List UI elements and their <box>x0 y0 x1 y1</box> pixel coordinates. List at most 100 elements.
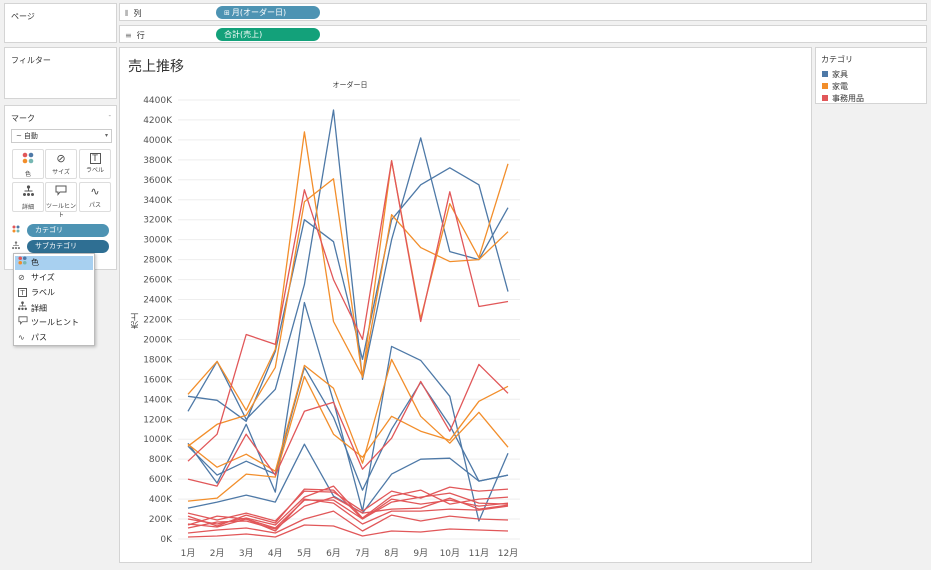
series-line[interactable] <box>187 366 509 491</box>
y-tick-label: 200K <box>149 515 173 525</box>
size-button[interactable]: ⊘ サイズ <box>45 149 77 179</box>
legend-swatch <box>822 71 828 77</box>
color-dots-icon <box>12 225 20 235</box>
detail-button[interactable]: 詳細 <box>12 182 44 212</box>
detail-icon <box>18 301 31 316</box>
color-dots-icon <box>18 256 31 270</box>
legend-swatch <box>822 83 828 89</box>
x-tick-label: 2月 <box>210 548 225 559</box>
size-icon: ⊘ <box>56 152 66 165</box>
y-tick-label: 2400K <box>143 296 173 306</box>
tooltip-button[interactable]: ツールヒント <box>45 182 77 219</box>
legend-item-furniture[interactable]: 家具 <box>822 69 848 80</box>
detail-button-label: 詳細 <box>21 204 34 211</box>
x-tick-label: 5月 <box>297 548 312 559</box>
size-button-label: サイズ <box>52 169 70 176</box>
y-tick-label: 1400K <box>143 395 173 405</box>
y-tick-label: 1200K <box>143 415 173 425</box>
marks-collapse-icon[interactable]: - <box>108 112 111 120</box>
tooltip-button-label: ツールヒント <box>46 203 77 219</box>
chevron-down-icon: ▾ <box>104 132 108 139</box>
series-line[interactable] <box>187 358 509 472</box>
label-icon: T <box>18 286 31 300</box>
series-line[interactable] <box>187 109 509 420</box>
size-icon: ⊘ <box>18 273 25 282</box>
filters-title: フィルター <box>11 56 51 65</box>
month-order-date-pill[interactable]: ⊞ 月(オーダー日) <box>216 6 320 19</box>
columns-label-text: 列 <box>133 9 142 18</box>
dropdown-item-tooltip-label: ツールヒント <box>31 318 79 327</box>
sum-sales-pill[interactable]: 合計(売上) <box>216 28 320 41</box>
detail-icon <box>12 241 20 252</box>
x-tick-label: 12月 <box>498 548 518 559</box>
y-tick-label: 3600K <box>143 176 173 186</box>
y-tick-label: 2800K <box>143 256 173 266</box>
tooltip-icon <box>18 316 31 330</box>
series-line[interactable] <box>187 160 509 462</box>
series-line[interactable] <box>187 524 509 538</box>
dropdown-item-color[interactable]: 色 <box>15 256 93 270</box>
y-tick-label: 2600K <box>143 276 173 286</box>
dropdown-item-path[interactable]: ∿ パス <box>15 331 93 345</box>
dropdown-item-detail[interactable]: 詳細 <box>15 301 93 315</box>
y-tick-label: 3800K <box>143 156 173 166</box>
legend-item-office-supplies[interactable]: 事務用品 <box>822 93 864 104</box>
dropdown-item-detail-label: 詳細 <box>31 304 47 313</box>
label-icon: T <box>89 153 101 164</box>
series-line[interactable] <box>187 375 509 502</box>
color-button-label: 色 <box>24 171 31 178</box>
y-tick-label: 4400K <box>143 96 173 106</box>
path-button[interactable]: ∿ パス <box>79 182 111 212</box>
series-line[interactable] <box>187 178 509 447</box>
legend-item-appliances[interactable]: 家電 <box>822 81 848 92</box>
series-line[interactable] <box>187 498 509 532</box>
marks-card[interactable]: マーク - ~ 自動 ▾ 色 ⊘ サイズ T ラベル 詳細 ツールヒント ∿ パス <box>4 105 117 270</box>
x-tick-label: 7月 <box>355 548 370 559</box>
color-dots-icon <box>13 152 43 168</box>
category-legend[interactable]: カテゴリ 家具 家電 事務用品 <box>815 47 927 104</box>
mark-type-dropdown[interactable]: ~ 自動 ▾ <box>11 129 112 143</box>
x-tick-label: 11月 <box>469 548 489 559</box>
legend-item-label: 家電 <box>832 82 848 91</box>
rows-shelf-label: ≡ 行 <box>125 30 145 41</box>
detail-encoding-row[interactable]: サブカテゴリ <box>12 240 112 253</box>
x-tick-label: 6月 <box>326 548 341 559</box>
y-tick-label: 3200K <box>143 216 173 226</box>
dropdown-item-tooltip[interactable]: ツールヒント <box>15 316 93 330</box>
x-tick-label: 1月 <box>181 548 196 559</box>
y-tick-label: 600K <box>149 475 173 485</box>
color-button[interactable]: 色 <box>12 149 44 179</box>
series-line[interactable] <box>187 488 509 527</box>
y-tick-label: 4200K <box>143 116 173 126</box>
y-tick-label: 2000K <box>143 335 173 345</box>
color-encoding-row[interactable]: カテゴリ <box>12 224 112 237</box>
legend-swatch <box>822 95 828 101</box>
rows-shelf[interactable]: ≡ 行 合計(売上) <box>119 25 927 43</box>
line-icon: ~ <box>16 132 22 140</box>
dropdown-item-label[interactable]: T ラベル <box>15 286 93 300</box>
series-line[interactable] <box>187 363 509 487</box>
columns-shelf[interactable]: ⦀ 列 ⊞ 月(オーダー日) <box>119 3 927 21</box>
x-tick-label: 9月 <box>413 548 428 559</box>
y-tick-label: 0K <box>160 535 173 545</box>
series-line[interactable] <box>187 510 509 534</box>
series-line[interactable] <box>187 301 509 522</box>
category-color-pill[interactable]: カテゴリ <box>27 224 109 237</box>
dropdown-item-size-label: サイズ <box>31 273 55 282</box>
view-pane[interactable]: 0K 200K 400K 600K 800K 1000K 1200K 1400K 1600K 18… <box>119 47 812 563</box>
pages-pane[interactable]: ページ <box>4 3 117 43</box>
series-line[interactable] <box>187 498 509 529</box>
y-tick-label: 1000K <box>143 435 173 445</box>
series-line[interactable] <box>187 167 509 422</box>
dropdown-item-size[interactable]: ⊘ サイズ <box>15 271 93 285</box>
x-field-header: オーダー日 <box>332 81 368 89</box>
y-axis-title[interactable]: 売上 <box>130 313 139 329</box>
y-tick-label: 3000K <box>143 236 173 246</box>
subcategory-detail-pill[interactable]: サブカテゴリ <box>27 240 109 253</box>
filters-pane[interactable]: フィルター <box>4 47 117 99</box>
label-button[interactable]: T ラベル <box>79 149 111 179</box>
y-tick-label: 1800K <box>143 355 173 365</box>
path-icon: ∿ <box>18 333 25 342</box>
encoding-type-menu[interactable]: 色 ⊘ サイズ T ラベル 詳細 ツールヒント ∿ パス <box>13 253 95 346</box>
chart-title: 売上推移 <box>128 59 184 75</box>
